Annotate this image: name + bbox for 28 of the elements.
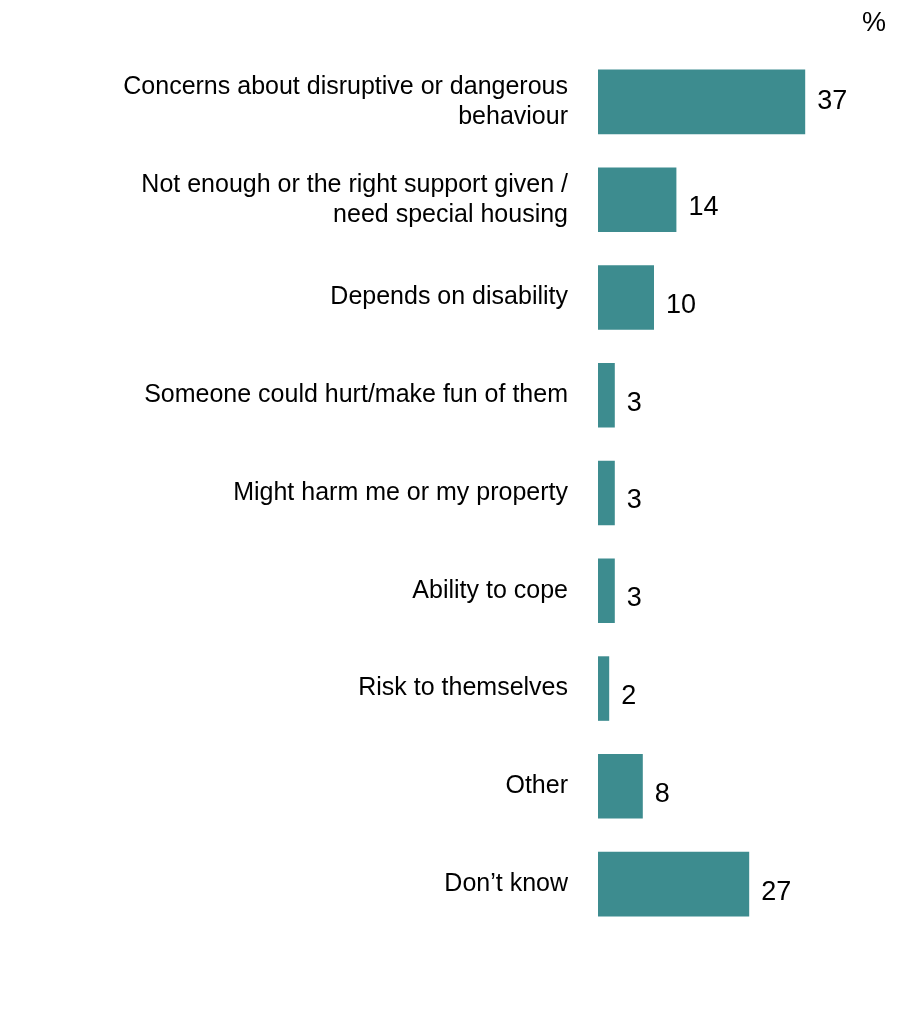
data-label: 3 — [626, 582, 642, 613]
data-label: 3 — [626, 484, 642, 515]
bar — [598, 69, 806, 135]
y-tick-label: Don’t know — [444, 868, 569, 896]
y-tick-label: Concerns about disruptive or dangerous behaviour — [123, 70, 568, 129]
bar — [598, 167, 677, 232]
data-label: 37 — [817, 85, 848, 116]
y-tick-label: Depends on disability — [330, 281, 569, 310]
y-tick-label: Risk to themselves — [358, 672, 568, 701]
y-tick-label: Someone could hurt/make fun of them — [144, 379, 568, 408]
text: % — [861, 6, 886, 37]
y-tick-label: Not enough or the right support given / need special housing — [141, 168, 569, 227]
data-label: 10 — [666, 288, 697, 319]
bar — [598, 558, 615, 624]
y-tick-label: Ability to cope — [412, 574, 568, 603]
bar — [598, 851, 750, 917]
bar — [598, 265, 654, 330]
bar — [598, 656, 610, 721]
bar — [598, 460, 615, 526]
y-tick-label: Might harm me or my property — [233, 476, 569, 505]
data-label: 2 — [621, 680, 637, 711]
bar — [598, 754, 643, 819]
bar — [598, 362, 615, 428]
data-label: 14 — [688, 191, 719, 222]
data-label: 27 — [761, 875, 792, 906]
data-label: 3 — [626, 386, 642, 417]
y-tick-label: Other — [505, 770, 568, 799]
data-label: 8 — [654, 777, 670, 808]
